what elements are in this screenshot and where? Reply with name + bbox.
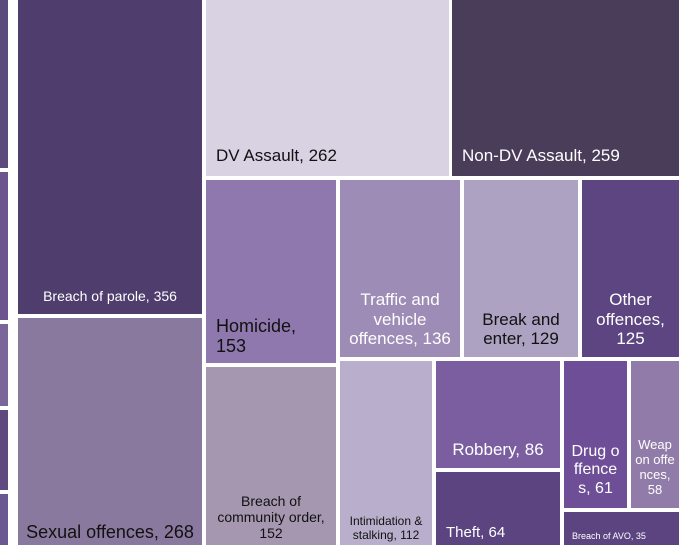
tile: Weapon offences, 58 — [631, 361, 679, 508]
tile-label: Breach of community order, 152 — [217, 492, 325, 541]
tile: Breach of AVO, 35 — [564, 512, 679, 545]
tile: Break and enter, 129 — [464, 180, 578, 357]
tile-label: Breach of parole, 356 — [43, 287, 177, 304]
tile-label: Breach of AVO, 35 — [572, 530, 646, 541]
tile: Non-DV Assault, 259 — [452, 0, 679, 176]
tile: Theft, 64 — [436, 472, 560, 545]
tile: Other offences, 125 — [582, 180, 679, 357]
tile-label: Non-DV Assault, 259 — [462, 146, 620, 166]
tile: Traffic and vehicle offences, 136 — [340, 180, 460, 357]
tile: Intimidation & stalking, 112 — [340, 361, 432, 545]
cropped-tile — [0, 410, 8, 490]
cropped-tile — [0, 172, 8, 320]
tile-label: Weapon offences, 58 — [635, 437, 675, 498]
tile: Homicide, 153 — [206, 180, 336, 363]
tile-label: Break and enter, 129 — [482, 309, 560, 349]
tile-label: Drug offences, 61 — [571, 442, 620, 497]
cropped-tile — [0, 324, 8, 406]
tile-label: Other offences, 125 — [596, 290, 665, 349]
tile-label: Sexual offences, 268 — [26, 522, 194, 543]
tile-label: Homicide, 153 — [216, 315, 297, 357]
tile-label: DV Assault, 262 — [216, 146, 337, 166]
tile-label: Intimidation & stalking, 112 — [349, 514, 423, 543]
tile: Drug offences, 61 — [564, 361, 627, 508]
tile: DV Assault, 262 — [206, 0, 449, 176]
tile: Breach of community order, 152 — [206, 367, 336, 545]
tile: Robbery, 86 — [436, 361, 560, 468]
cropped-tile — [0, 494, 8, 545]
tile-label: Traffic and vehicle offences, 136 — [349, 290, 451, 349]
cropped-tile — [0, 0, 8, 168]
tile: Breach of parole, 356 — [18, 0, 202, 314]
tile-label: Theft, 64 — [446, 523, 506, 541]
tile-label: Robbery, 86 — [452, 440, 544, 460]
tile: Sexual offences, 268 — [18, 318, 202, 545]
